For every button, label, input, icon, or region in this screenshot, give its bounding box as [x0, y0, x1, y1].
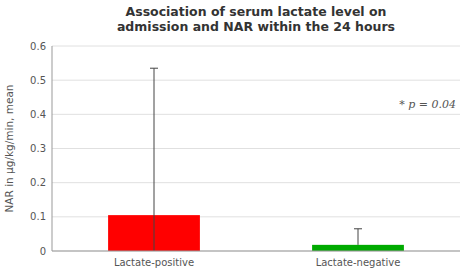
chart-svg: Association of serum lactate level onadm… — [0, 0, 474, 277]
title-line: admission and NAR within the 24 hours — [117, 19, 395, 34]
x-tick-label: Lactate-negative — [316, 257, 401, 268]
y-tick-label: 0.3 — [30, 143, 46, 154]
marks — [108, 68, 404, 251]
error-bar — [150, 68, 158, 251]
grid-line — [52, 80, 460, 81]
title-line: Association of serum lactate level on — [126, 4, 387, 19]
error-cap — [150, 68, 158, 69]
y-axis-label: NAR in μg/kg/min, mean — [3, 85, 15, 213]
y-tick-label: 0.4 — [30, 109, 46, 120]
x-tick-label: Lactate-positive — [114, 257, 194, 268]
y-tick-label: 0 — [40, 246, 46, 257]
x-axis-line — [52, 251, 460, 252]
grid-line — [52, 46, 460, 47]
grid-line — [52, 182, 460, 183]
error-whisker — [358, 229, 359, 245]
y-tick-label: 0.6 — [30, 41, 46, 52]
error-bar — [354, 229, 362, 245]
title: Association of serum lactate level onadm… — [117, 4, 395, 34]
grid-line — [52, 251, 460, 252]
grid-line — [52, 148, 460, 149]
y-axis-line — [52, 46, 53, 251]
annotation: * p = 0.04 — [399, 98, 456, 111]
error-cap — [354, 228, 362, 229]
chart-container: Association of serum lactate level onadm… — [0, 0, 474, 277]
y-tick-label: 0.1 — [30, 211, 46, 222]
error-whisker — [154, 68, 155, 251]
y-tick-label: 0.5 — [30, 75, 46, 86]
bar — [312, 245, 404, 251]
grid-line — [52, 114, 460, 115]
y-tick-label: 0.2 — [30, 177, 46, 188]
